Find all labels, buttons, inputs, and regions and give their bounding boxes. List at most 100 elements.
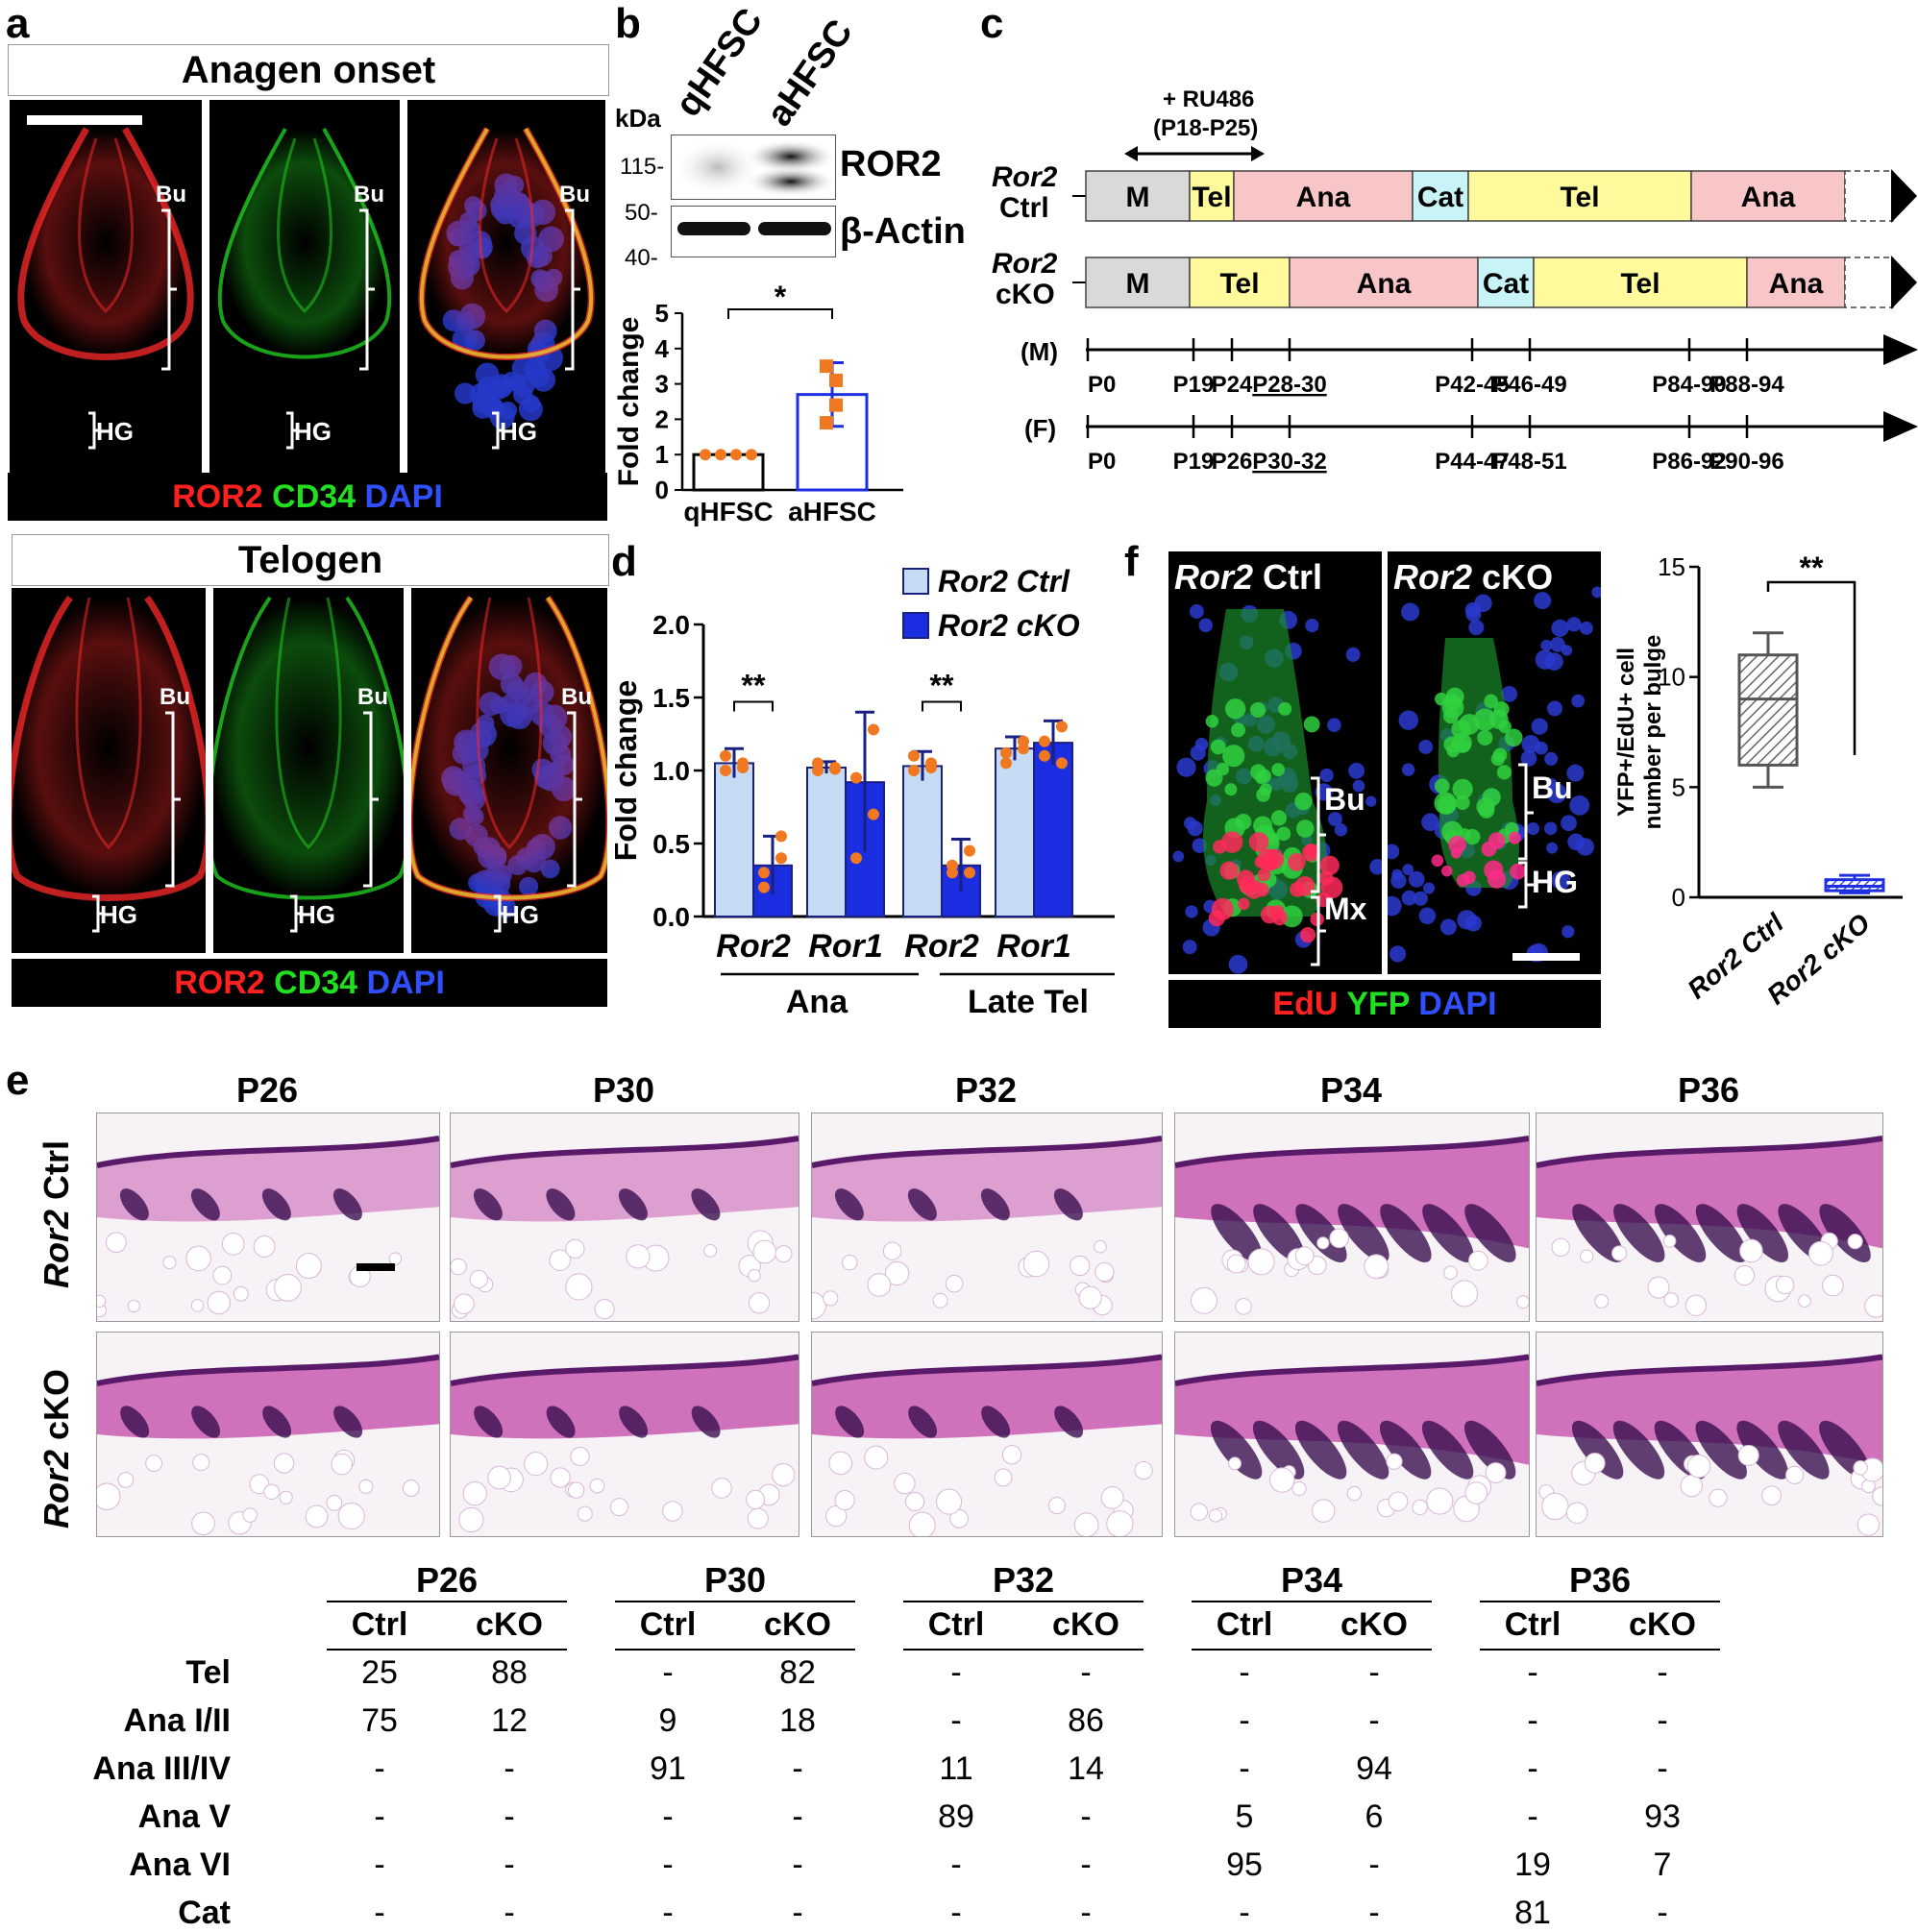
d-point-1-0-0 bbox=[758, 867, 770, 878]
telogen-image-1: Bu HG bbox=[213, 588, 404, 953]
table-cell-5-0: - bbox=[336, 1895, 423, 1932]
ru486-arrow-left bbox=[1124, 146, 1138, 161]
actin-blot bbox=[671, 206, 836, 257]
b-point-1-2 bbox=[820, 416, 833, 429]
table-cell-1-8: - bbox=[1489, 1702, 1576, 1740]
table-cell-0-2: - bbox=[625, 1654, 711, 1692]
d-xlabel-0: Ror2 bbox=[716, 928, 791, 965]
table-cell-3-3: - bbox=[754, 1798, 841, 1836]
cko-dashed bbox=[1845, 257, 1893, 307]
d-point-0-0-2 bbox=[720, 750, 731, 762]
anagen-hg-label-0: HG bbox=[96, 417, 134, 447]
ru486-arrow-right bbox=[1251, 146, 1265, 161]
table-cell-0-0: 25 bbox=[336, 1654, 423, 1692]
f-ytick-label-0: 0 bbox=[1672, 883, 1685, 912]
male-tick-label-3: P28-30 bbox=[1252, 372, 1326, 398]
table-cell-4-1: - bbox=[466, 1846, 553, 1884]
row-label-ctrl: Ror2 Ctrl bbox=[37, 1118, 79, 1310]
table-cell-0-5: - bbox=[1043, 1654, 1129, 1692]
row-cko-gene: Ror2 bbox=[37, 1450, 76, 1528]
col-header-P36: P36 bbox=[1536, 1070, 1881, 1111]
female-tick-label-1: P19 bbox=[1173, 449, 1215, 475]
f-ctrl-image: Ror2 Ctrl Bu Mx bbox=[1168, 551, 1382, 974]
table-head-cko-2: cKO bbox=[1028, 1606, 1143, 1644]
cko-seg-label-4: Tel bbox=[1620, 268, 1660, 300]
table-cell-3-5: - bbox=[1043, 1798, 1129, 1836]
telogen-bu-label-2: Bu bbox=[561, 684, 592, 711]
d-point-0-2-3 bbox=[925, 762, 937, 773]
ctrl-dashed bbox=[1845, 171, 1893, 221]
cko-gene: Ror2 bbox=[992, 248, 1057, 281]
b-xlabel-1: aHFSC bbox=[788, 497, 876, 526]
panel-label-f: f bbox=[1124, 538, 1139, 586]
legend-cd34: CD34 bbox=[272, 478, 356, 515]
table-cell-1-6: - bbox=[1201, 1702, 1288, 1740]
table-row-label-1: Ana I/II bbox=[38, 1702, 231, 1740]
f-ctrl-gene: Ror2 bbox=[1174, 557, 1253, 597]
table-cell-0-4: - bbox=[913, 1654, 999, 1692]
d-point-1-0-3 bbox=[775, 830, 787, 842]
panel-label-c: c bbox=[980, 0, 1003, 48]
f-hg-label: HG bbox=[1532, 865, 1578, 900]
b-ylabel: Fold change bbox=[615, 317, 645, 487]
legend-ror2: ROR2 bbox=[174, 965, 264, 1001]
d-point-1-0-2 bbox=[758, 882, 770, 893]
table-cell-5-9: - bbox=[1619, 1895, 1706, 1932]
table-cell-1-7: - bbox=[1331, 1702, 1417, 1740]
table-head-line-1 bbox=[615, 1649, 855, 1651]
telogen-hg-label-0: HG bbox=[100, 900, 137, 930]
histo-cko-P36 bbox=[1536, 1332, 1883, 1537]
table-cell-0-9: - bbox=[1619, 1654, 1706, 1692]
d-ytick-label-0: 0.0 bbox=[652, 902, 690, 932]
anagen-bu-label-1: Bu bbox=[354, 182, 384, 208]
cko-label: cKO bbox=[996, 279, 1055, 311]
table-group-line-0 bbox=[327, 1601, 567, 1602]
table-cell-5-2: - bbox=[625, 1895, 711, 1932]
b-point-1-0 bbox=[820, 359, 833, 373]
table-cell-2-3: - bbox=[754, 1750, 841, 1788]
table-cell-4-6: 95 bbox=[1201, 1846, 1288, 1884]
table-cell-4-9: 7 bbox=[1619, 1846, 1706, 1884]
table-head-ctrl-3: Ctrl bbox=[1187, 1606, 1302, 1644]
table-cell-1-2: 9 bbox=[625, 1702, 711, 1740]
female-label: (F) bbox=[1024, 414, 1056, 444]
cko-arrowhead bbox=[1891, 256, 1917, 309]
d-point-0-1-2 bbox=[812, 757, 824, 769]
chart-f: 051015YFP+/EdU+ cell number per bulgeRor2… bbox=[1614, 548, 1918, 1047]
telogen-bu-label-0: Bu bbox=[160, 684, 190, 711]
f-sig: ** bbox=[1800, 550, 1824, 585]
b-point-0-2 bbox=[730, 449, 742, 460]
table-head-ctrl-2: Ctrl bbox=[898, 1606, 1014, 1644]
d-point-1-2-3 bbox=[964, 867, 975, 878]
female-tick-label-0: P0 bbox=[1088, 449, 1116, 475]
cko-seg-label-2: Ana bbox=[1357, 268, 1412, 300]
f-legend: EdU YFP DAPI bbox=[1168, 980, 1601, 1028]
d-xlabel-1: Ror1 bbox=[808, 928, 882, 965]
anagen-hg-label-1: HG bbox=[294, 417, 332, 447]
legend-ror2: ROR2 bbox=[172, 478, 262, 515]
d-bar-0-1 bbox=[807, 768, 846, 917]
d-point-0-0-3 bbox=[737, 762, 749, 773]
female-tick-label-7: P90-96 bbox=[1709, 449, 1783, 475]
histo-ctrl-P26 bbox=[96, 1113, 440, 1322]
table-cell-3-0: - bbox=[336, 1798, 423, 1836]
histo-ctrl-P32 bbox=[811, 1113, 1163, 1322]
table-cell-5-7: - bbox=[1331, 1895, 1417, 1932]
d-point-0-3-3 bbox=[1018, 743, 1029, 754]
table-cell-4-5: - bbox=[1043, 1846, 1129, 1884]
d-point-1-1-0 bbox=[850, 852, 862, 864]
table-cell-1-4: - bbox=[913, 1702, 999, 1740]
d-point-0-2-0 bbox=[908, 765, 920, 776]
mw-50: 50- bbox=[625, 200, 658, 227]
row-ctrl-gene: Ror2 bbox=[37, 1210, 76, 1288]
b-ytick-label-4: 4 bbox=[655, 334, 670, 363]
d-xlabel-2: Ror2 bbox=[904, 928, 979, 965]
d-sig-bracket-1 bbox=[922, 702, 961, 712]
row-cko-label: cKO bbox=[37, 1369, 76, 1440]
d-point-1-1-3 bbox=[868, 723, 879, 735]
ctrl-seg-label-0: M bbox=[1126, 182, 1150, 213]
telogen-hg-label-2: HG bbox=[502, 900, 539, 930]
f-box-0 bbox=[1739, 655, 1797, 766]
d-bar-1-3 bbox=[1034, 743, 1072, 917]
table-cell-4-8: 19 bbox=[1489, 1846, 1576, 1884]
